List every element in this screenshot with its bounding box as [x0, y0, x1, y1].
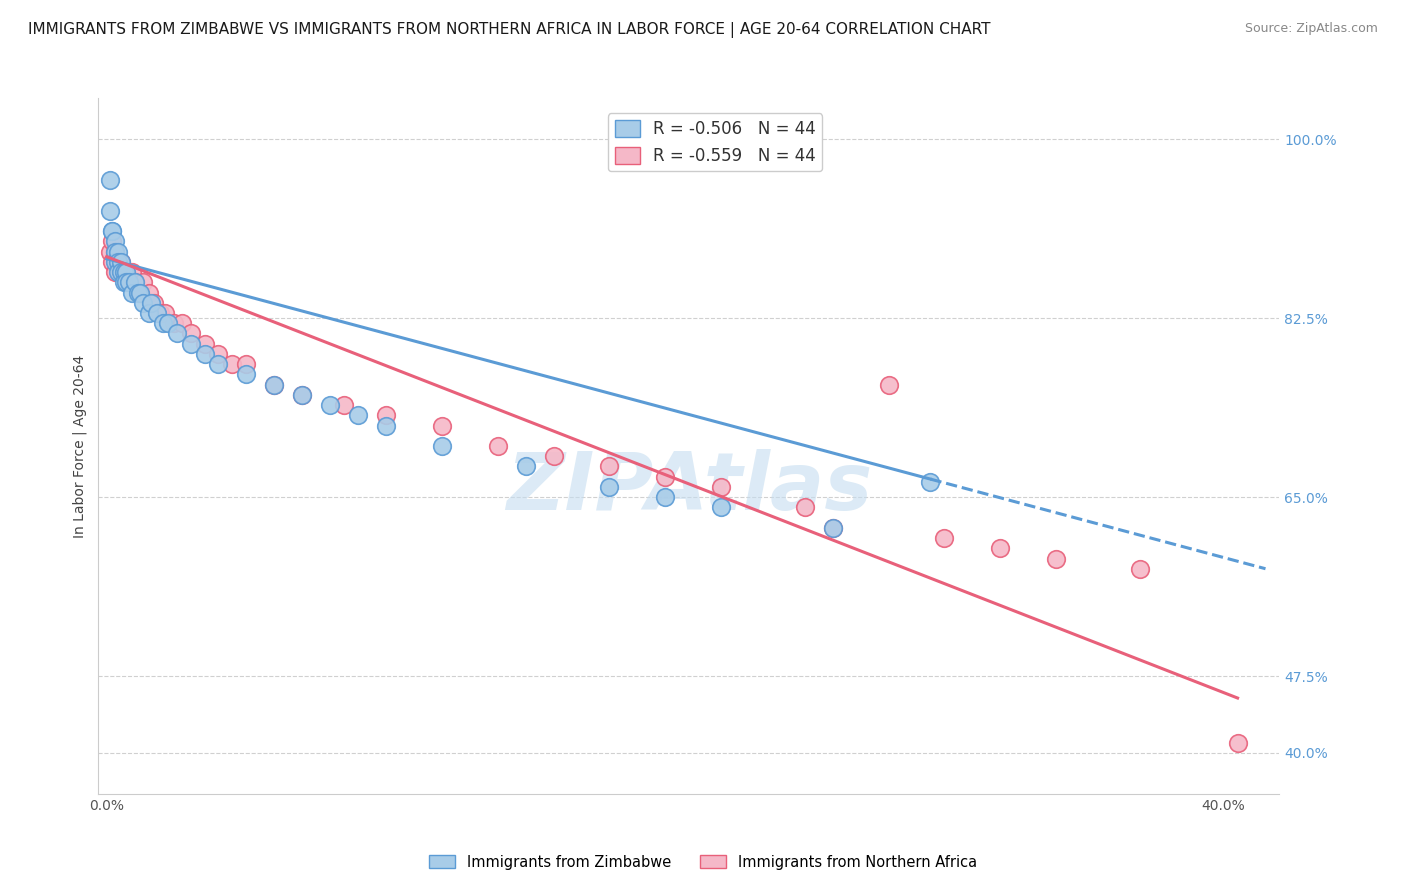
Point: [141, 295, 163, 310]
Point: [221, 357, 243, 371]
Point: [107, 244, 129, 259]
Point: [101, 255, 124, 269]
Point: [430, 439, 453, 453]
Point: [710, 500, 733, 515]
Legend: Immigrants from Zimbabwe, Immigrants from Northern Africa: Immigrants from Zimbabwe, Immigrants fro…: [423, 849, 983, 876]
Point: [138, 285, 160, 300]
Point: [920, 475, 942, 489]
Point: [821, 521, 844, 535]
Text: ZIPAtlas: ZIPAtlas: [506, 449, 872, 527]
Point: [654, 490, 676, 504]
Point: [207, 357, 229, 371]
Point: [104, 265, 127, 279]
Point: [934, 531, 956, 545]
Point: [193, 336, 215, 351]
Point: [118, 275, 141, 289]
Point: [115, 265, 138, 279]
Point: [107, 255, 129, 269]
Point: [110, 255, 132, 269]
Point: [101, 224, 124, 238]
Point: [129, 285, 152, 300]
Point: [710, 480, 733, 494]
Point: [235, 368, 257, 382]
Point: [157, 316, 180, 330]
Point: [124, 275, 146, 289]
Point: [146, 306, 169, 320]
Point: [155, 306, 177, 320]
Point: [375, 418, 398, 433]
Point: [107, 265, 129, 279]
Point: [180, 326, 202, 341]
Point: [98, 173, 121, 187]
Point: [598, 480, 620, 494]
Point: [1045, 551, 1067, 566]
Point: [110, 265, 132, 279]
Point: [163, 316, 186, 330]
Point: [138, 306, 160, 320]
Point: [291, 388, 314, 402]
Point: [121, 285, 143, 300]
Point: [107, 255, 129, 269]
Point: [110, 265, 132, 279]
Point: [143, 295, 166, 310]
Point: [98, 203, 121, 218]
Point: [98, 244, 121, 259]
Legend: R = -0.506   N = 44, R = -0.559   N = 44: R = -0.506 N = 44, R = -0.559 N = 44: [607, 113, 823, 171]
Point: [101, 235, 124, 249]
Text: Source: ZipAtlas.com: Source: ZipAtlas.com: [1244, 22, 1378, 36]
Point: [104, 244, 127, 259]
Y-axis label: In Labor Force | Age 20-64: In Labor Force | Age 20-64: [73, 354, 87, 538]
Point: [263, 377, 285, 392]
Point: [112, 265, 135, 279]
Point: [127, 285, 149, 300]
Point: [193, 347, 215, 361]
Point: [319, 398, 342, 412]
Point: [793, 500, 815, 515]
Point: [375, 409, 398, 423]
Point: [821, 521, 844, 535]
Point: [115, 275, 138, 289]
Point: [101, 224, 124, 238]
Point: [149, 306, 172, 320]
Point: [129, 285, 152, 300]
Point: [543, 449, 565, 463]
Point: [152, 316, 174, 330]
Point: [166, 326, 188, 341]
Point: [235, 357, 257, 371]
Point: [132, 295, 155, 310]
Point: [877, 377, 900, 392]
Point: [115, 265, 138, 279]
Point: [104, 244, 127, 259]
Point: [333, 398, 356, 412]
Point: [515, 459, 537, 474]
Text: IMMIGRANTS FROM ZIMBABWE VS IMMIGRANTS FROM NORTHERN AFRICA IN LABOR FORCE | AGE: IMMIGRANTS FROM ZIMBABWE VS IMMIGRANTS F…: [28, 22, 991, 38]
Point: [598, 459, 620, 474]
Point: [1226, 736, 1249, 750]
Point: [110, 255, 132, 269]
Point: [104, 235, 127, 249]
Point: [654, 469, 676, 483]
Point: [121, 265, 143, 279]
Point: [104, 255, 127, 269]
Point: [347, 409, 370, 423]
Point: [486, 439, 509, 453]
Point: [263, 377, 285, 392]
Point: [291, 388, 314, 402]
Point: [180, 336, 202, 351]
Point: [988, 541, 1011, 556]
Point: [112, 275, 135, 289]
Point: [132, 275, 155, 289]
Point: [207, 347, 229, 361]
Point: [112, 265, 135, 279]
Point: [430, 418, 453, 433]
Point: [124, 275, 146, 289]
Point: [172, 316, 194, 330]
Point: [118, 275, 141, 289]
Point: [1129, 562, 1152, 576]
